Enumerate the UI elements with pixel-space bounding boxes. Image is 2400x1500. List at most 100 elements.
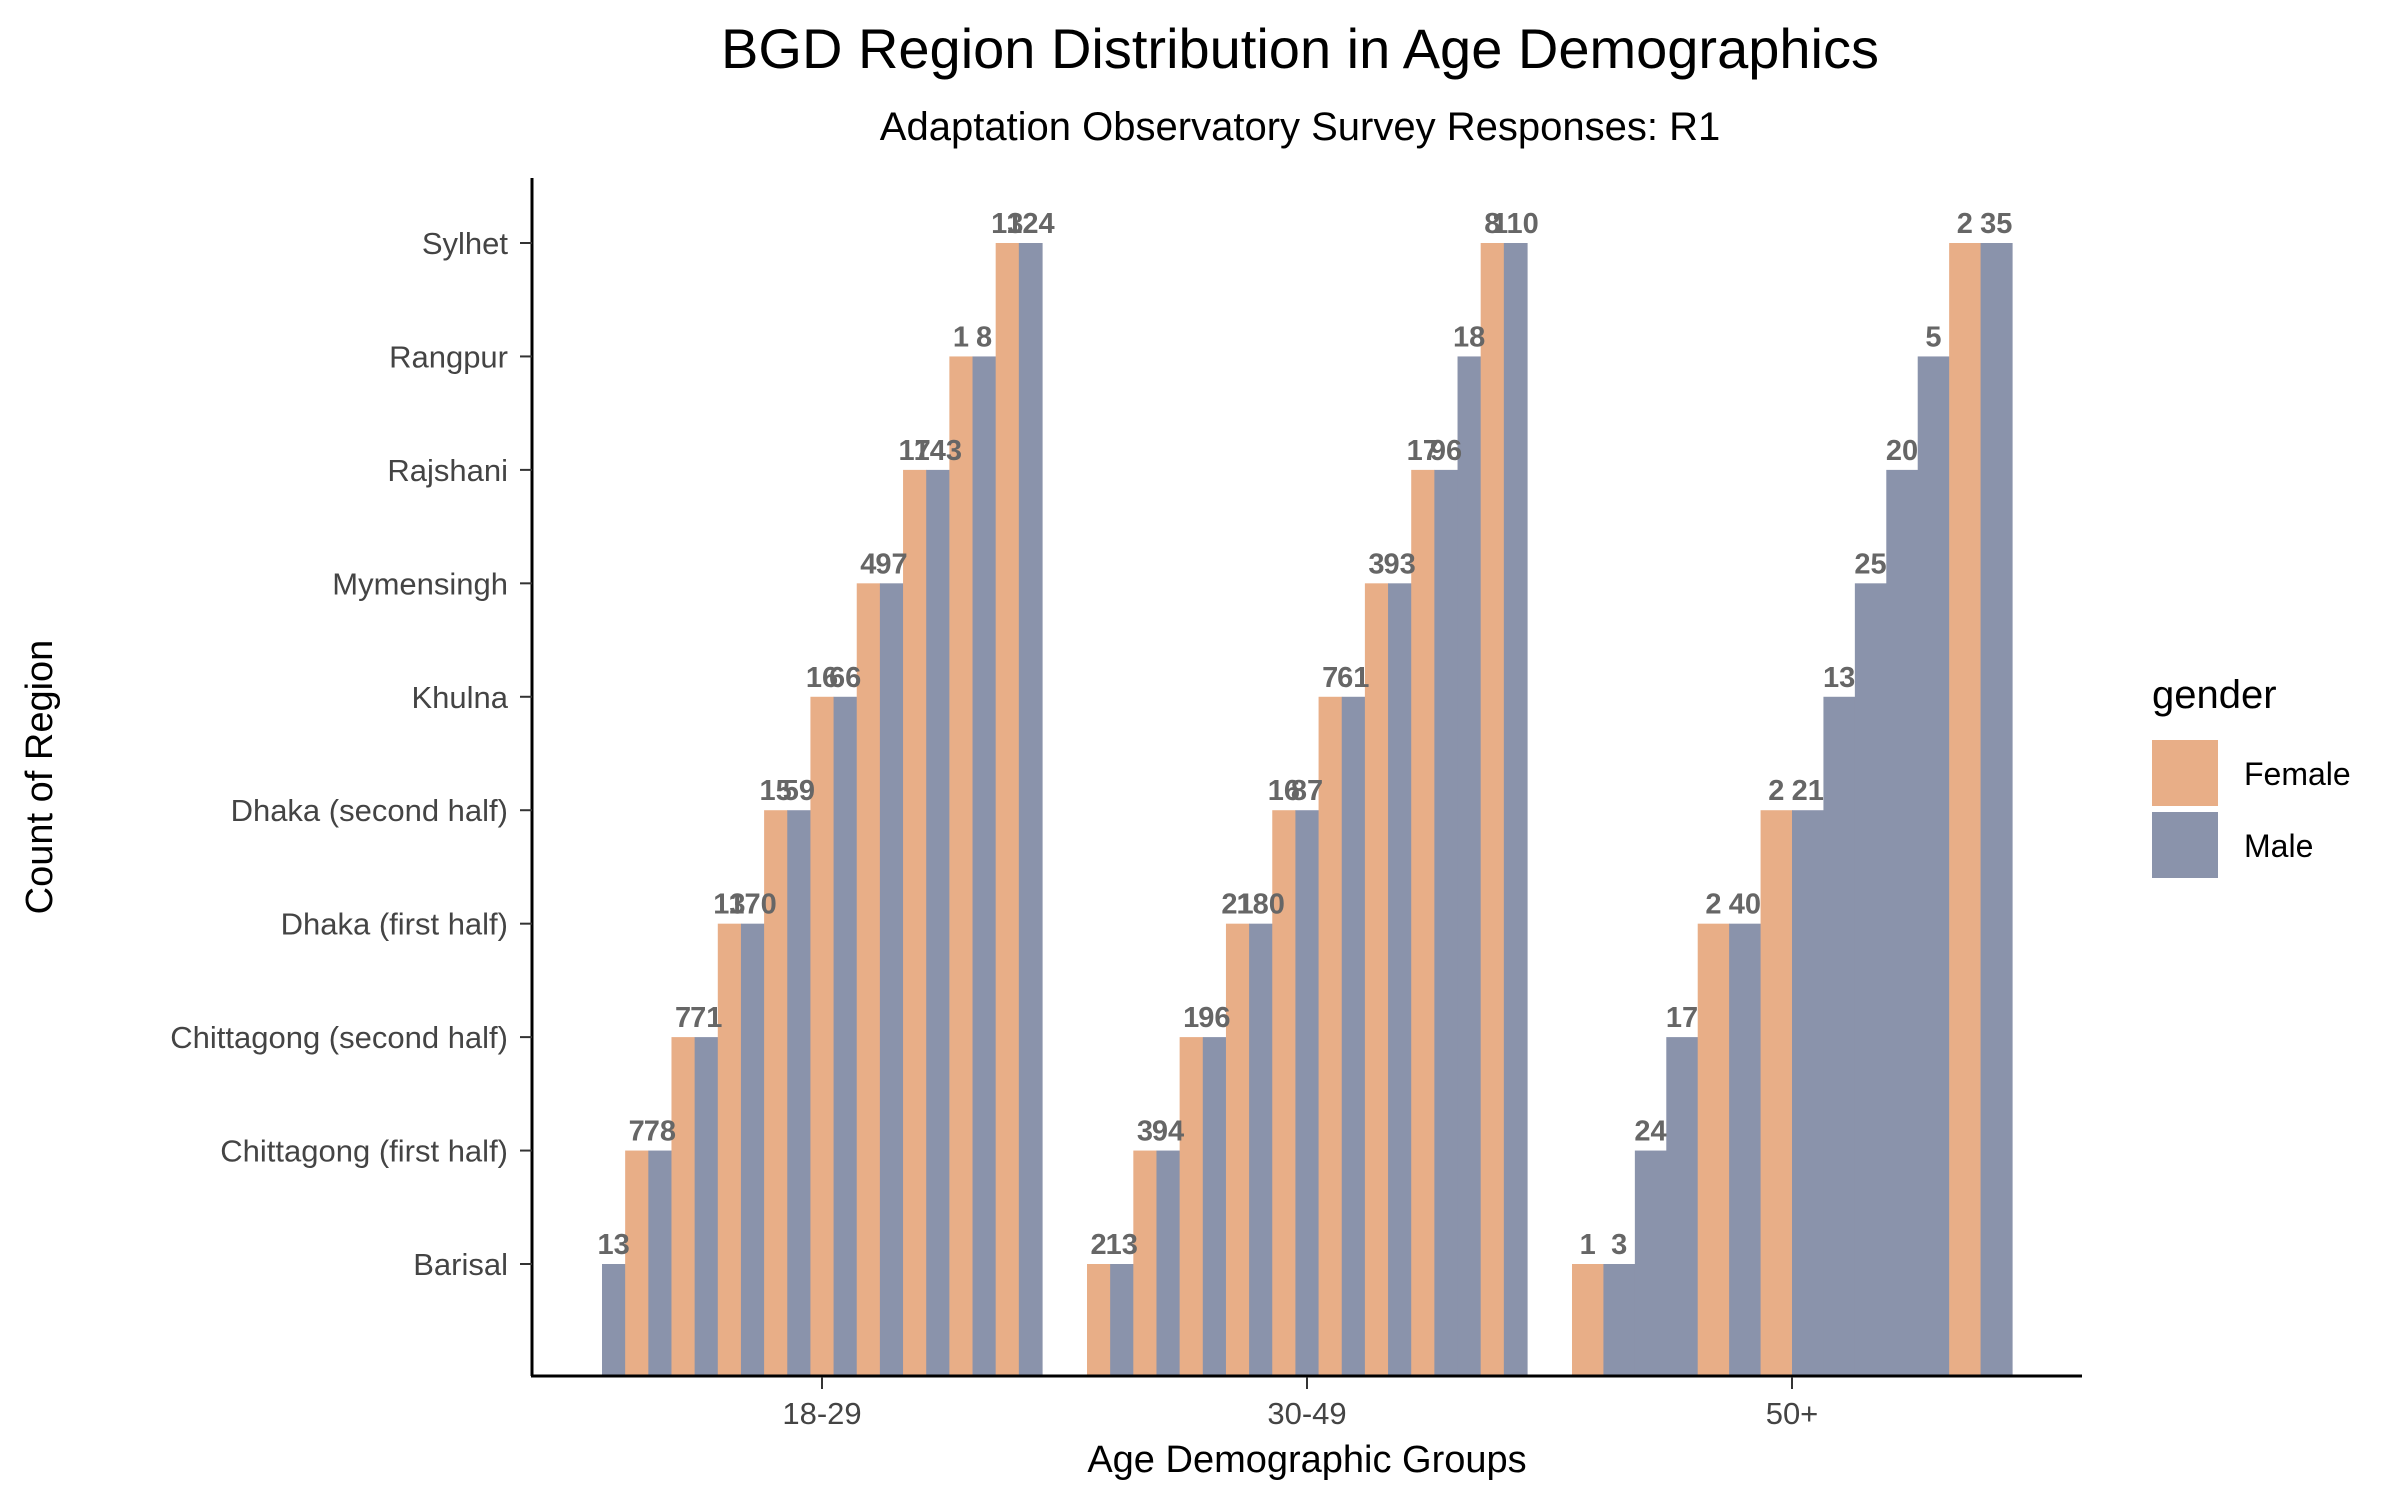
bar-30-49-female-chittagong-second-half [1179,1037,1204,1376]
bar-label-30-49-male-rajshani: 96 [1430,435,1462,467]
bar-18-29-male-sylhet [1018,243,1043,1376]
y-axis-title: Count of Region [19,640,61,915]
bar-label-50-male-dhaka-second-half: 21 [1792,775,1824,807]
bar-50-male-rajshani [1886,469,1919,1376]
bar-18-29-male-mymensingh [879,583,904,1376]
bar-50-male-chittagong-second-half [1666,1037,1699,1376]
bar-label-50-male-rangpur: 5 [1925,321,1941,353]
bar-30-49-female-khulna [1318,696,1343,1376]
bar-label-50-male-rajshani: 20 [1886,435,1918,467]
bar-label-18-29-male-khulna: 66 [829,662,861,694]
bar-label-18-29-female-khulna: 16 [806,662,838,694]
bar-label-50-male-chittagong-second-half: 17 [1666,1002,1698,1034]
chart-subtitle: Adaptation Observatory Survey Responses:… [880,105,1720,149]
bar-label-50-male-dhaka-first-half: 40 [1729,889,1761,921]
bar-50-female-sylhet [1949,243,1982,1376]
bar-label-18-29-male-barisal: 13 [597,1229,629,1261]
bar-label-18-29-male-chittagong-first-half: 78 [644,1116,676,1148]
bar-30-49-male-rangpur [1457,356,1482,1376]
bar-30-49-female-rajshani [1411,469,1435,1376]
bar-label-30-49-male-dhaka-first-half: 180 [1236,889,1284,921]
bar-label-18-29-male-rajshani: 143 [914,435,962,467]
bar-label-50-male-chittagong-first-half: 24 [1634,1116,1666,1148]
bar-label-30-49-female-chittagong-second-half: 1 [1183,1002,1199,1034]
bar-18-29-female-chittagong-second-half [671,1037,696,1376]
y-tick-label-mymensingh: Mymensingh [332,566,508,601]
bar-18-29-female-sylhet [995,243,1020,1376]
bar-18-29-male-dhaka-second-half [787,810,812,1376]
x-tick-label-18-29: 18-29 [782,1396,861,1431]
bar-30-49-male-dhaka-second-half [1295,810,1320,1376]
bar-50-male-barisal [1603,1264,1636,1376]
bar-label-30-49-female-sylhet: 8 [1484,208,1500,240]
bar-label-18-29-female-sylhet: 13 [991,208,1023,240]
bar-30-49-female-chittagong-first-half [1133,1150,1158,1376]
bar-label-30-49-female-dhaka-second-half: 16 [1268,775,1300,807]
bar-18-29-male-khulna [833,696,858,1376]
bar-50-male-dhaka-second-half [1792,810,1825,1376]
bar-50-female-dhaka-second-half [1760,810,1793,1376]
bar-18-29-female-rajshani [903,469,927,1376]
y-tick-label-chittagong-second-half: Chittagong (second half) [170,1020,508,1055]
x-tick-label-30-49: 30-49 [1267,1396,1346,1431]
bar-label-30-49-female-dhaka-first-half: 21 [1221,889,1253,921]
bar-30-49-female-dhaka-first-half [1225,923,1250,1376]
bar-18-29-male-rajshani [926,469,950,1376]
bar-label-18-29-female-rangpur: 1 [953,321,969,353]
bar-label-50-female-sylhet: 2 [1957,208,1973,240]
bar-label-30-49-male-chittagong-second-half: 96 [1198,1002,1230,1034]
bar-50-male-chittagong-first-half [1634,1150,1667,1376]
bar-label-18-29-female-chittagong-second-half: 7 [675,1002,691,1034]
bar-label-50-male-sylhet: 35 [1980,208,2012,240]
bar-18-29-male-chittagong-first-half [648,1150,673,1376]
bar-18-29-female-mymensingh [856,583,881,1376]
bar-label-50-male-khulna: 13 [1823,662,1855,694]
bars-layer [602,243,2013,1376]
bar-label-18-29-male-mymensingh: 97 [875,548,907,580]
bar-label-50-male-barisal: 3 [1611,1229,1627,1261]
bar-50-male-dhaka-first-half [1729,923,1762,1376]
bar-18-29-male-barisal [602,1264,626,1376]
bar-30-49-male-mymensingh [1388,583,1412,1376]
bar-30-49-male-chittagong-first-half [1156,1150,1181,1376]
x-axis-title: Age Demographic Groups [1087,1439,1526,1481]
bar-18-29-male-dhaka-first-half [740,923,765,1376]
bar-18-29-male-chittagong-second-half [694,1037,719,1376]
bar-label-18-29-male-chittagong-second-half: 71 [690,1002,722,1034]
bar-50-female-dhaka-first-half [1697,923,1730,1376]
bar-50-male-khulna [1823,696,1856,1376]
bar-30-49-female-dhaka-second-half [1272,810,1297,1376]
bar-30-49-male-khulna [1341,696,1366,1376]
chart-title: BGD Region Distribution in Age Demograph… [721,17,1879,80]
legend: gender Female Male [2152,673,2351,878]
bar-50-male-sylhet [1980,243,2013,1376]
y-tick-label-chittagong-first-half: Chittagong (first half) [220,1134,508,1169]
bar-30-49-male-sylhet [1503,243,1528,1376]
legend-swatch-male [2152,812,2218,878]
y-tick-label-rajshani: Rajshani [387,453,508,488]
bar-30-49-male-barisal [1110,1264,1134,1376]
bar-label-30-49-female-chittagong-first-half: 3 [1137,1116,1153,1148]
y-tick-label-dhaka-first-half: Dhaka (first half) [281,907,508,942]
bar-30-49-male-dhaka-first-half [1249,923,1273,1376]
bar-18-29-female-chittagong-first-half [625,1150,649,1376]
bar-30-49-female-mymensingh [1364,583,1389,1376]
bar-label-50-female-dhaka-second-half: 2 [1768,775,1784,807]
bar-label-18-29-female-rajshani: 17 [898,435,930,467]
bar-label-30-49-male-mymensingh: 93 [1383,548,1415,580]
bar-label-18-29-male-dhaka-first-half: 170 [728,889,776,921]
bar-label-30-49-female-khulna: 7 [1322,662,1338,694]
bar-label-18-29-female-mymensingh: 4 [860,548,876,580]
bar-label-30-49-female-rajshani: 17 [1407,435,1439,467]
bar-label-30-49-female-mymensingh: 3 [1368,548,1384,580]
bar-18-29-female-rangpur [949,356,974,1376]
bar-label-30-49-male-khulna: 61 [1337,662,1369,694]
y-tick-label-khulna: Khulna [411,680,508,715]
bar-label-30-49-male-sylhet: 110 [1492,208,1539,240]
bar-50-male-rangpur [1917,356,1950,1376]
y-tick-label-barisal: Barisal [413,1247,508,1282]
bar-label-30-49-female-barisal: 2 [1091,1229,1107,1261]
bar-label-18-29-female-dhaka-first-half: 13 [713,889,745,921]
